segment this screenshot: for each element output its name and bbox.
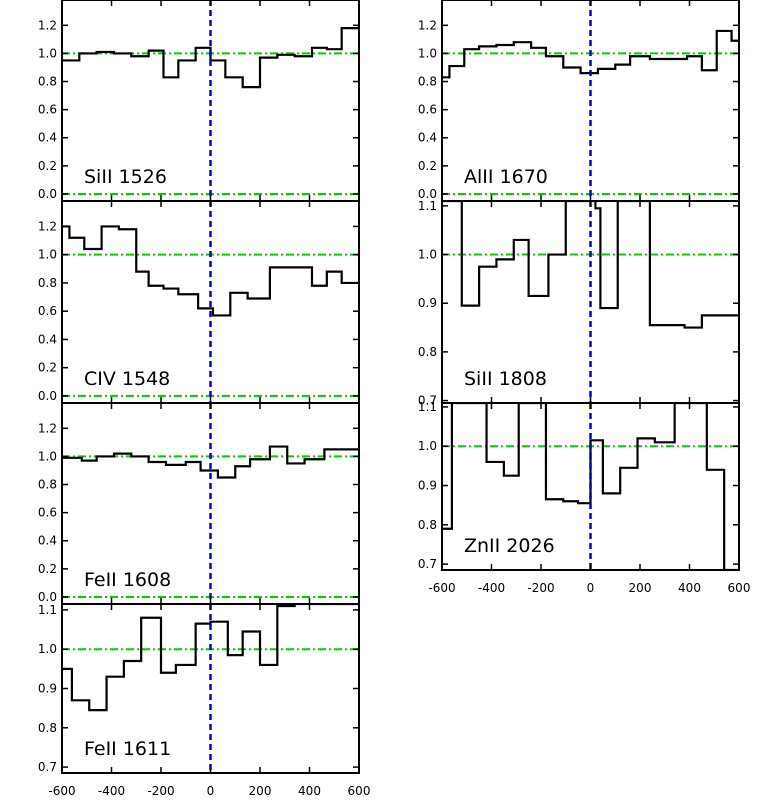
y-tick-label: 0.8	[38, 276, 57, 290]
ion-label: SiII 1808	[464, 368, 547, 390]
y-tick-label: 0.6	[38, 304, 57, 318]
y-tick-label: 0.4	[418, 131, 437, 145]
y-tick-label: 1.0	[38, 642, 57, 656]
spectrum-step-line	[62, 445, 359, 479]
x-tick-label: -200	[527, 581, 554, 595]
y-tick-label: 1.0	[38, 46, 57, 60]
y-tick-label: 1.1	[38, 603, 57, 617]
x-tick-label: 600	[348, 784, 371, 798]
y-tick-label: 0.0	[38, 187, 57, 201]
y-tick-label: 0.8	[418, 345, 437, 359]
ion-label: FeII 1611	[84, 738, 171, 760]
y-tick-label: 1.0	[38, 248, 57, 262]
x-tick-label: -400	[478, 581, 505, 595]
panel-siii-1526: 0.0 0.2 0.4 0.6 0.8 1.0 1.2 SiII 1526	[38, 0, 360, 202]
y-tick-label: 0.2	[418, 159, 437, 173]
y-tick-label: 0.2	[38, 562, 57, 576]
panel-civ-1548: 0.0 0.2 0.4 0.6 0.8 1.0 1.2 CIV 1548	[38, 200, 360, 404]
x-tick-label: -600	[48, 784, 75, 798]
x-tick-label: -600	[428, 581, 455, 595]
x-tick-label: 600	[728, 581, 751, 595]
spectrum-step-line	[62, 225, 359, 317]
y-tick-label: 0.9	[418, 296, 437, 310]
ion-label: SiII 1526	[84, 166, 167, 188]
y-tick-label: 0.8	[38, 721, 57, 735]
y-tick-label: 0.4	[38, 131, 57, 145]
spectrum-step-line	[442, 29, 739, 79]
y-tick-label: 0.4	[38, 332, 57, 346]
y-tick-label: 1.0	[418, 248, 437, 262]
y-tick-label: 0.8	[38, 478, 57, 492]
y-tick-label: 1.2	[38, 219, 57, 233]
x-tick-label: 400	[678, 581, 701, 595]
panel-feii-1608: 0.0 0.2 0.4 0.6 0.8 1.0 1.2 FeII 1608	[38, 402, 360, 605]
y-tick-label: 0.6	[38, 506, 57, 520]
y-tick-label: 0.9	[418, 479, 437, 493]
y-tick-label: 1.0	[38, 449, 57, 463]
y-tick-label: 0.7	[38, 760, 57, 774]
x-tick-label: 400	[298, 784, 321, 798]
y-tick-label: 1.2	[38, 421, 57, 435]
x-tick-label: 0	[587, 581, 595, 595]
y-tick-label: 0.0	[38, 590, 57, 604]
y-tick-label: 1.0	[418, 439, 437, 453]
ion-label: FeII 1608	[84, 569, 171, 591]
y-tick-label: 0.6	[38, 103, 57, 117]
spectrum-step-line	[62, 604, 359, 712]
y-tick-label: 0.4	[38, 534, 57, 548]
y-tick-label: 1.1	[418, 199, 437, 213]
x-tick-label: 0	[207, 784, 215, 798]
y-tick-label: 0.6	[418, 103, 437, 117]
y-tick-label: 0.9	[38, 682, 57, 696]
panel-znii-2026: 0.7 0.8 0.9 1.0 1.1 -600 -400 -200 0 200 400 600 ZnI…	[418, 400, 751, 595]
x-tick-label: -200	[147, 784, 174, 798]
y-tick-label: 0.2	[38, 159, 57, 173]
ion-label: CIV 1548	[84, 368, 170, 390]
y-tick-label: 0.0	[38, 389, 57, 403]
y-tick-label: 0.7	[418, 394, 437, 408]
ion-label: AlII 1670	[464, 166, 548, 188]
x-tick-label: -400	[98, 784, 125, 798]
y-tick-label: 0.2	[38, 361, 57, 375]
y-tick-label: 0.0	[418, 187, 437, 201]
ion-label: ZnII 2026	[464, 535, 555, 557]
y-tick-label: 0.8	[38, 75, 57, 89]
y-tick-label: 1.0	[418, 46, 437, 60]
y-tick-label: 0.8	[418, 518, 437, 532]
spectrum-step-line	[442, 403, 739, 570]
y-tick-label: 1.1	[418, 400, 437, 414]
spectrum-step-line	[62, 27, 359, 89]
y-tick-label: 0.7	[418, 557, 437, 571]
x-tick-label: 200	[249, 784, 272, 798]
spectrum-step-line	[442, 201, 739, 329]
x-tick-label: 200	[629, 581, 652, 595]
y-tick-label: 0.8	[418, 75, 437, 89]
panel-alii-1670: 0.0 0.2 0.4 0.6 0.8 1.0 1.2 AlII 1670	[418, 0, 740, 202]
y-tick-label: 1.2	[418, 18, 437, 32]
y-tick-label: 1.2	[38, 18, 57, 32]
panel-siii-1808: 0.7 0.8 0.9 1.0 1.1 SiII 1808	[418, 199, 740, 408]
panel-feii-1611: 0.7 0.8 0.9 1.0 1.1 -600 -400 -200 0 200 400 600 FeI…	[38, 603, 371, 798]
